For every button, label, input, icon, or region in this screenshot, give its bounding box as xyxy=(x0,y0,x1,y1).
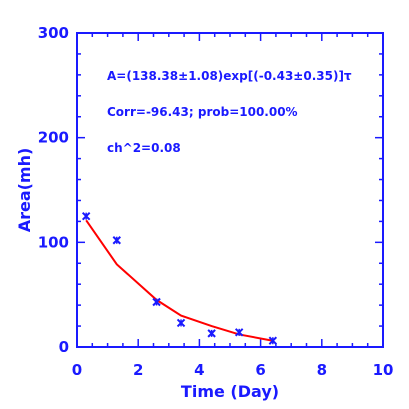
x-tick-label: 2 xyxy=(133,361,143,379)
data-point xyxy=(81,211,91,221)
data-point xyxy=(112,236,121,245)
y-tick-label: 300 xyxy=(38,24,69,42)
x-tick-label: 0 xyxy=(72,361,82,379)
x-tick-label: 6 xyxy=(255,361,265,379)
x-axis-ticks: 0 2 4 6 8 10 xyxy=(72,33,394,379)
data-point xyxy=(234,328,244,337)
x-tick-label: 8 xyxy=(317,361,327,379)
y-tick-label: 0 xyxy=(59,338,69,356)
x-tick-label: 4 xyxy=(194,361,204,379)
y-axis-ticks: 0 100 200 300 xyxy=(38,24,383,356)
x-tick-label: 10 xyxy=(373,361,394,379)
y-axis-label: Area(mh) xyxy=(15,148,34,233)
y-tick-label: 200 xyxy=(38,129,69,147)
x-axis-label: Time (Day) xyxy=(181,382,279,401)
y-tick-label: 100 xyxy=(38,233,69,251)
correlation-annotation: Corr=-96.43; prob=100.00% xyxy=(107,105,298,119)
data-point xyxy=(152,297,161,307)
data-point xyxy=(268,336,278,345)
data-points-series xyxy=(81,211,278,345)
chi-square-annotation: ch^2=0.08 xyxy=(107,141,181,155)
data-point xyxy=(176,318,186,328)
data-point xyxy=(207,329,216,338)
fit-equation-annotation: A=(138.38±1.08)exp[(-0.43±0.35)]τ xyxy=(107,69,352,83)
